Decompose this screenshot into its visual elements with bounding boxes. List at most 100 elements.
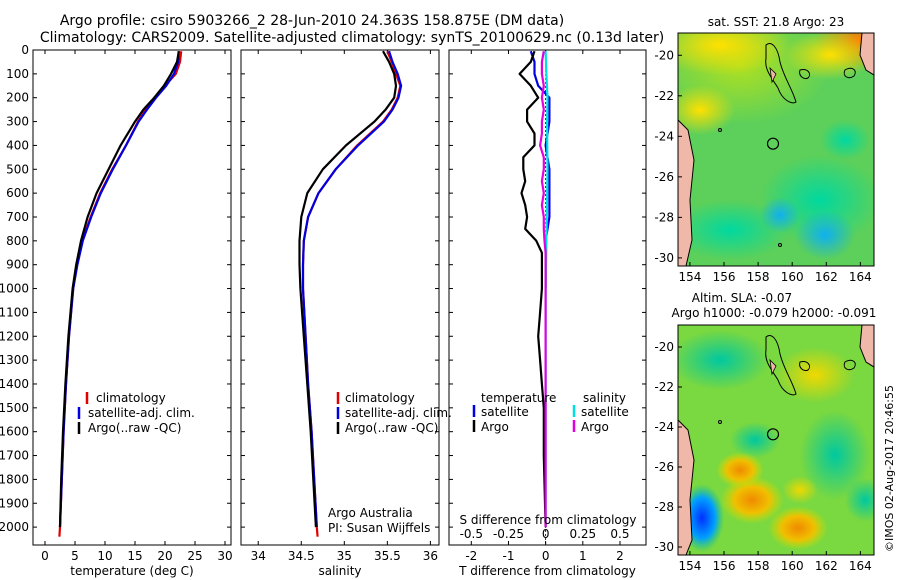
x-axis-label: T difference from climatology [458, 564, 636, 578]
depth-tick-label: 800 [6, 234, 29, 248]
lat-tick-label: -30 [654, 251, 674, 265]
legend-climatology-label: climatology [96, 391, 166, 405]
lon-tick-label: 164 [849, 270, 872, 284]
credit-line1: Argo Australia [328, 506, 413, 520]
temperature-legend: climatology satellite-adj. clim. Argo(..… [77, 391, 195, 435]
depth-tick-label: 1600 [0, 425, 29, 439]
x-tick-label: -2 [465, 549, 477, 563]
depth-tick-label: 1900 [0, 496, 29, 510]
series-salinity-argo [538, 51, 547, 528]
depth-tick-label: 1100 [0, 305, 29, 319]
depth-tick-label: 1800 [0, 472, 29, 486]
x-tick-label: 34 [251, 549, 266, 563]
legend-sal-argo-label: Argo [581, 420, 609, 434]
lon-tick-label: 158 [747, 559, 770, 573]
legend-argo-label: Argo(..raw -QC) [345, 421, 438, 435]
x-tick-label: 1 [579, 549, 587, 563]
legend-satellite-label: satellite-adj. clim. [345, 406, 452, 420]
lon-tick-label: 158 [747, 270, 770, 284]
x-tick-label: 20 [157, 549, 172, 563]
lat-tick-label: -30 [654, 540, 674, 554]
x-tick-label: 30 [217, 549, 232, 563]
sst-map-title: sat. SST: 21.8 Argo: 23 [708, 15, 845, 29]
figure-title-line1: Argo profile: csiro 5903266_2 28-Jun-201… [60, 13, 564, 29]
sst-field [678, 33, 874, 266]
depth-tick-label: 500 [6, 162, 29, 176]
x-tick-label: 0 [542, 549, 550, 563]
lat-tick-label: -26 [654, 170, 674, 184]
lat-tick-label: -20 [654, 48, 674, 62]
depth-tick-label: 1000 [0, 282, 29, 296]
difference-chart: -2 -1 0 1 2T difference from climatology -0.5… [449, 49, 646, 578]
depth-tick-label: 200 [6, 91, 29, 105]
x-tick-label: 0 [41, 549, 49, 563]
sla-map-axes: 154 156 158 160 162 164 -20 -22 -24 -26 -28 -30 [654, 340, 871, 573]
s-difference-tick-label: -0.25 [493, 527, 524, 541]
lon-tick-label: 162 [815, 559, 838, 573]
depth-tick-label: 1400 [0, 377, 29, 391]
depth-tick-label: 2000 [0, 520, 29, 534]
x-axis-label: temperature (deg C) [70, 564, 193, 578]
lon-tick-label: 156 [713, 559, 736, 573]
legend-temp-argo-label: Argo [481, 420, 509, 434]
s-difference-tick-label: 0.25 [569, 527, 596, 541]
legend-satellite-label: satellite-adj. clim. [88, 406, 195, 420]
lon-tick-label: 154 [678, 559, 701, 573]
lat-tick-label: -28 [654, 500, 674, 514]
sst-map-axes: 154 156 158 160 162 164 -20 -22 -24 -26 -28 -30 [654, 48, 871, 284]
s-difference-label: S difference from climatology [460, 513, 637, 527]
sst-map: sat. SST: 21.8 Argo: 23 154 156 158 160 162 1… [654, 15, 875, 284]
series-temperature-argo [518, 50, 547, 528]
lat-tick-label: -24 [654, 420, 674, 434]
depth-tick-label: 400 [6, 138, 29, 152]
x-tick-label: 15 [127, 549, 142, 563]
temperature-chart: 0100200300400500600700800900100011001200… [0, 43, 233, 578]
lat-tick-label: -26 [654, 460, 674, 474]
series-argo-raw-qc- [58, 51, 180, 528]
sla-map: Altim. SLA: -0.07 Argo h1000: -0.079 h20… [654, 291, 877, 573]
x-tick-label: 5 [71, 549, 79, 563]
depth-tick-label: 1700 [0, 449, 29, 463]
depth-tick-label: 300 [6, 115, 29, 129]
depth-tick-label: 1200 [0, 329, 29, 343]
series-temperature-satellite [529, 50, 551, 289]
lon-tick-label: 164 [849, 559, 872, 573]
sla-map-frame [677, 324, 875, 556]
salinity-legend: climatology satellite-adj. clim. Argo(..… [336, 391, 452, 435]
lat-tick-label: -20 [654, 340, 674, 354]
x-tick-label: 35.5 [374, 549, 401, 563]
depth-tick-label: 0 [21, 43, 29, 57]
salinity-plot-area [240, 49, 440, 546]
x-tick-label: 36 [423, 549, 438, 563]
legend-climatology-label: climatology [345, 391, 415, 405]
depth-tick-label: 100 [6, 67, 29, 81]
legend-sal-satellite-label: satellite [581, 405, 629, 419]
lon-tick-label: 154 [678, 270, 701, 284]
s-difference-tick-label: 0.5 [610, 527, 629, 541]
imos-watermark: ©IMOS 02-Aug-2017 20:46:55 [883, 385, 896, 552]
x-tick-label: 10 [97, 549, 112, 563]
lat-tick-label: -28 [654, 210, 674, 224]
x-tick-label: -1 [502, 549, 514, 563]
sst-float-marker [766, 137, 780, 150]
sla-map-title-line2: Argo h1000: -0.079 h2000: -0.091 [672, 306, 877, 320]
lat-tick-label: -22 [654, 380, 674, 394]
legend-argo-label: Argo(..raw -QC) [88, 421, 181, 435]
s-difference-tick-label: -0.5 [460, 527, 483, 541]
difference-legend: temperature salinity satellite Argo sate… [472, 391, 629, 434]
depth-tick-label: 1500 [0, 401, 29, 415]
x-tick-label: 35 [337, 549, 352, 563]
lon-tick-label: 160 [781, 270, 804, 284]
legend-salinity-title: salinity [583, 391, 626, 405]
x-tick-label: 34.5 [288, 549, 315, 563]
lon-tick-label: 156 [713, 270, 736, 284]
lat-tick-label: -22 [654, 89, 674, 103]
sla-float-marker [766, 428, 780, 441]
lat-tick-label: -24 [654, 129, 674, 143]
sla-map-title-line1: Altim. SLA: -0.07 [692, 291, 792, 305]
depth-tick-label: 600 [6, 186, 29, 200]
sst-map-frame [677, 32, 875, 267]
lon-tick-label: 160 [781, 559, 804, 573]
depth-tick-label: 1300 [0, 353, 29, 367]
